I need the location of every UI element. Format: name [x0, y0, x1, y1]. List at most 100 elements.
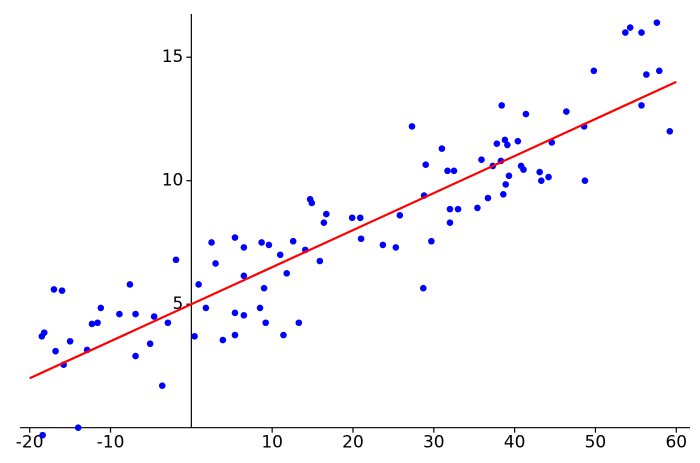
- point: [219, 336, 227, 344]
- point: [262, 319, 269, 327]
- point: [422, 161, 430, 168]
- point: [258, 239, 265, 246]
- point: [446, 219, 454, 227]
- point: [50, 286, 58, 293]
- point: [348, 214, 356, 222]
- point: [202, 304, 210, 312]
- point: [289, 237, 297, 245]
- point: [240, 272, 248, 280]
- point: [146, 340, 154, 348]
- point: [446, 205, 454, 213]
- point: [212, 260, 219, 267]
- point: [280, 331, 287, 339]
- point: [379, 241, 387, 249]
- point: [276, 251, 284, 259]
- point: [316, 257, 324, 265]
- point: [295, 319, 303, 327]
- point: [392, 244, 400, 251]
- point: [454, 205, 462, 213]
- point: [396, 211, 404, 219]
- point: [428, 237, 435, 245]
- point: [514, 137, 522, 145]
- x-tick-label: 50: [585, 433, 607, 453]
- point: [39, 431, 46, 439]
- point: [283, 270, 291, 277]
- x-tick-label: -10: [97, 433, 125, 453]
- point: [653, 19, 661, 26]
- point: [88, 320, 96, 328]
- point: [208, 239, 215, 246]
- point: [40, 329, 48, 336]
- point: [94, 319, 101, 327]
- point: [522, 110, 530, 118]
- x-tick-label: 60: [665, 433, 687, 453]
- point: [498, 102, 505, 109]
- point: [438, 145, 446, 152]
- point: [357, 235, 365, 243]
- point: [666, 128, 674, 135]
- point: [450, 167, 458, 175]
- point: [323, 210, 330, 218]
- point: [444, 167, 451, 175]
- point: [231, 234, 239, 241]
- point: [172, 256, 180, 264]
- point: [537, 177, 545, 185]
- point: [626, 24, 634, 31]
- point: [58, 287, 66, 294]
- point: [240, 244, 248, 251]
- point: [581, 177, 589, 185]
- point: [474, 204, 481, 212]
- x-tick-label: 30: [423, 433, 445, 453]
- point: [308, 199, 316, 207]
- x-tick-label: -20: [16, 433, 44, 453]
- point: [66, 337, 74, 345]
- point: [563, 108, 570, 115]
- point: [622, 29, 629, 36]
- y-tick-label: 15: [162, 47, 184, 67]
- point: [195, 281, 202, 288]
- point: [502, 181, 510, 188]
- point: [240, 312, 248, 319]
- point: [484, 194, 492, 202]
- point: [164, 319, 172, 327]
- y-tick-label: 10: [162, 171, 184, 191]
- point: [320, 219, 328, 227]
- point: [478, 156, 485, 164]
- point: [356, 214, 364, 222]
- point: [655, 67, 663, 75]
- point: [643, 71, 650, 78]
- point: [504, 141, 511, 149]
- point: [545, 173, 552, 181]
- x-tick-label: 20: [342, 433, 364, 453]
- point: [505, 172, 513, 180]
- point: [493, 140, 501, 147]
- point: [500, 191, 507, 198]
- point: [638, 29, 645, 36]
- point: [501, 136, 509, 144]
- point: [260, 284, 268, 292]
- point: [231, 331, 239, 339]
- point: [191, 333, 198, 340]
- point: [116, 310, 123, 318]
- point: [74, 424, 82, 432]
- y-tick-label: 5: [173, 294, 184, 314]
- point: [265, 241, 273, 249]
- point: [158, 382, 166, 390]
- point: [132, 352, 139, 360]
- x-tick-label: 40: [504, 433, 526, 453]
- point: [638, 102, 645, 109]
- point: [52, 347, 59, 355]
- point: [590, 67, 598, 75]
- point: [132, 310, 139, 318]
- point: [150, 313, 158, 320]
- point: [520, 166, 527, 173]
- x-tick-label: 10: [261, 433, 283, 453]
- point: [256, 304, 264, 312]
- point: [126, 281, 134, 288]
- point: [408, 123, 416, 130]
- point: [536, 168, 543, 176]
- regression-line: [29, 80, 677, 380]
- point: [419, 284, 427, 292]
- point: [231, 309, 239, 317]
